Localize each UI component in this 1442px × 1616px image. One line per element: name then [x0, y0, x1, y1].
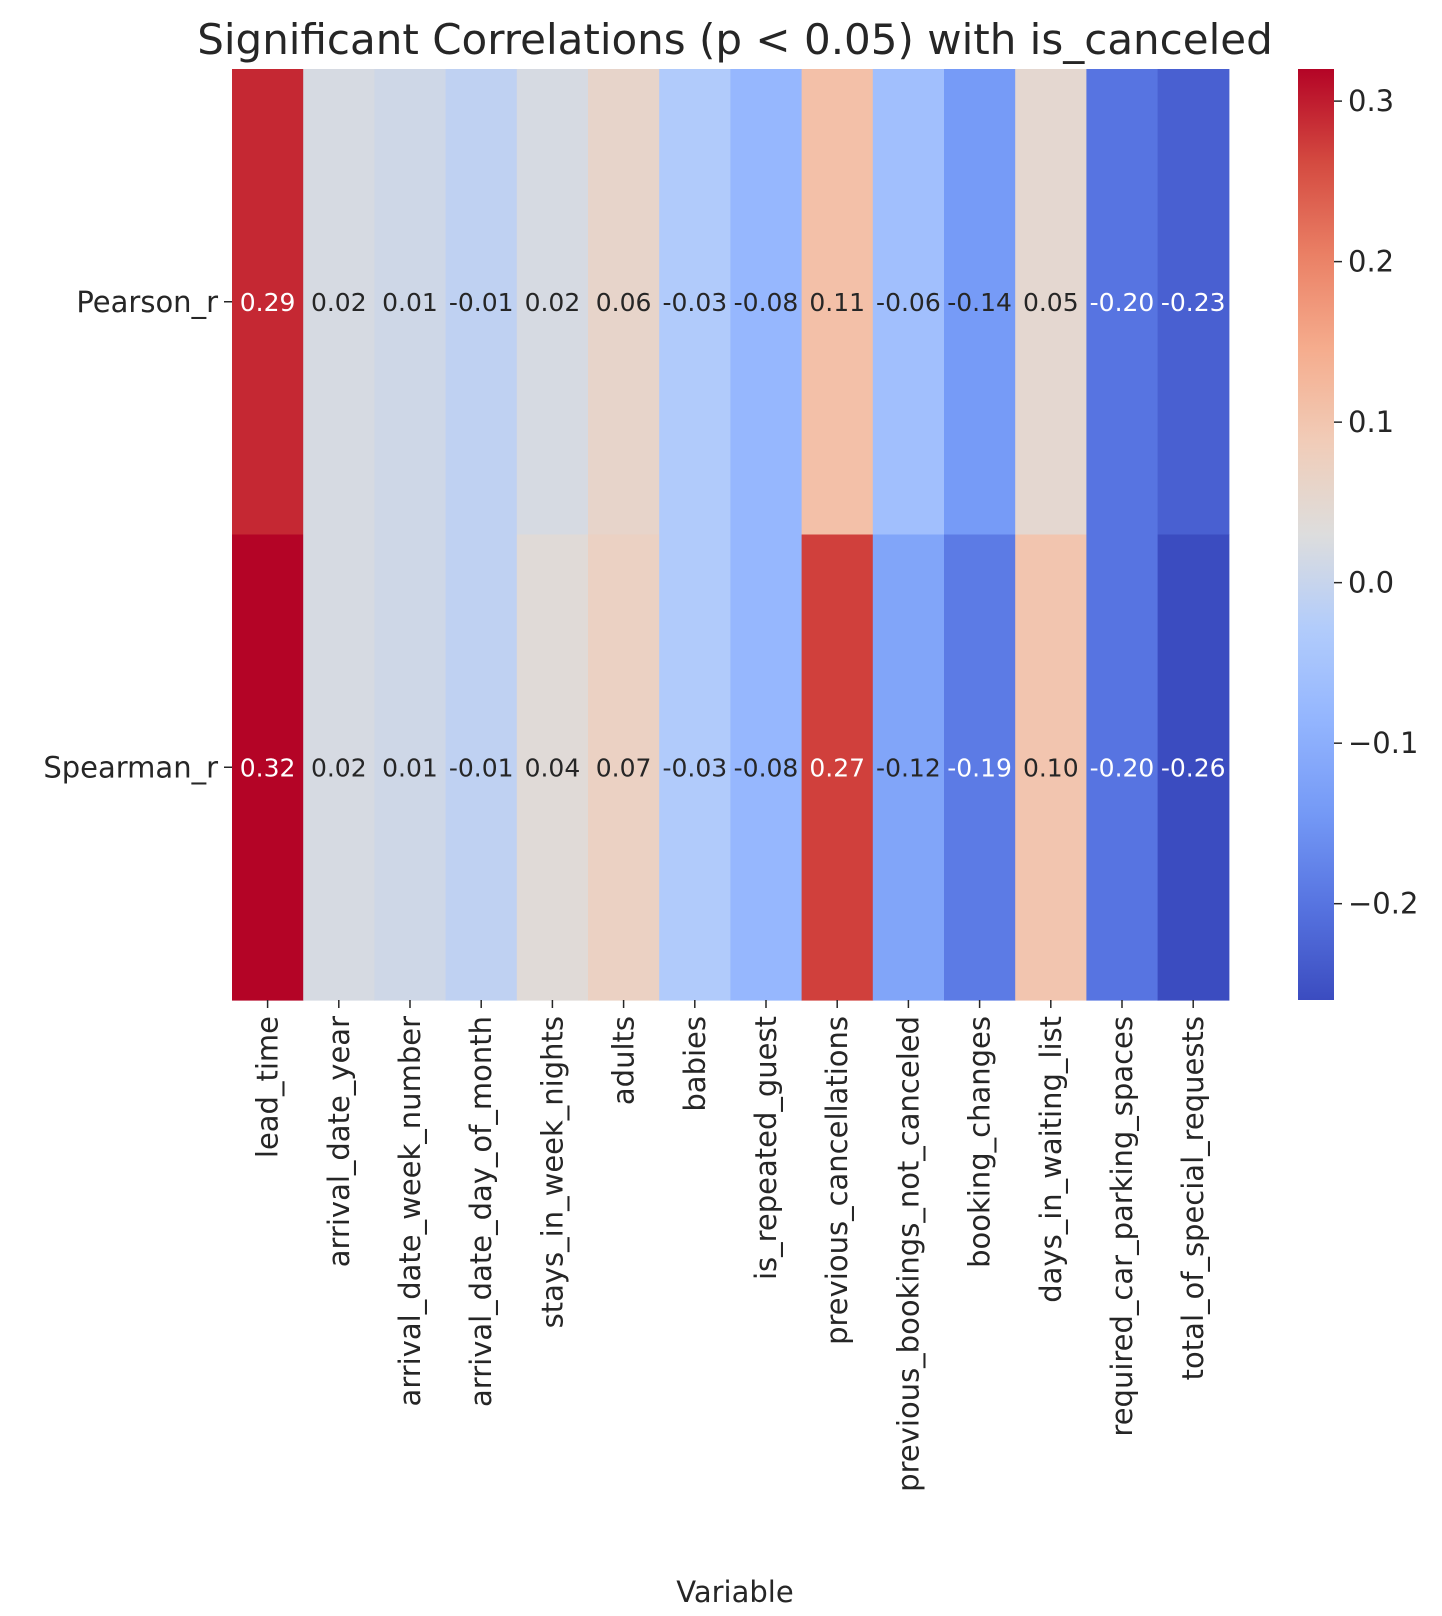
y-tick-label: Spearman_r [43, 750, 218, 784]
x-tick-label: stays_in_week_nights [535, 1016, 569, 1328]
cell-value-label: -0.03 [662, 288, 727, 317]
x-tick-label: is_repeated_guest [749, 1016, 783, 1280]
x-tick-label: arrival_date_day_of_month [464, 1016, 498, 1407]
cell-value-label: 0.02 [525, 288, 581, 317]
heatmap-cell [872, 534, 945, 1001]
heatmap-cell [232, 534, 304, 1001]
cell-value-label: 0.01 [382, 288, 438, 317]
heatmap-cell [303, 534, 375, 1001]
cell-value-label: -0.03 [662, 753, 727, 782]
colorbar-tick-label: 0.1 [1348, 405, 1394, 439]
heatmap-cell [730, 534, 803, 1001]
cell-value-label: 0.27 [809, 753, 865, 782]
cell-value-label: -0.06 [876, 288, 941, 317]
cell-value-label: -0.23 [1161, 288, 1226, 317]
chart-title: Significant Correlations (p < 0.05) with… [197, 15, 1273, 64]
colorbar-ticks: 0.3 0.2 0.1 0.0 −0.1 −0.2 [1334, 84, 1418, 921]
cell-value-label: -0.12 [876, 753, 941, 782]
cell-value-label: -0.26 [1161, 753, 1226, 782]
cell-value-label: 0.29 [240, 288, 296, 317]
heatmap-cell [516, 534, 589, 1001]
cell-value-label: 0.02 [311, 288, 367, 317]
x-tick-label: booking_changes [963, 1016, 997, 1268]
y-axis-ticks: Pearson_r Spearman_r [43, 285, 232, 784]
heatmap-cell [659, 534, 731, 1001]
x-tick-label: required_car_parking_spaces [1105, 1016, 1139, 1437]
cell-value-label: 0.05 [1023, 288, 1079, 317]
x-tick-label: arrival_date_week_number [393, 1016, 427, 1407]
heatmap-cell [1157, 69, 1230, 536]
colorbar-tick-label: 0.3 [1348, 84, 1394, 118]
heatmap-cell [659, 69, 731, 536]
heatmap-cell [801, 534, 874, 1001]
heatmap-cell [1015, 69, 1087, 536]
x-tick-label: total_of_special_requests [1176, 1016, 1210, 1380]
cell-value-label: 0.02 [311, 753, 367, 782]
heatmap-cell [1086, 69, 1159, 536]
cell-value-label: 0.32 [240, 753, 296, 782]
cell-value-label: -0.20 [1090, 753, 1155, 782]
cell-value-label: 0.01 [382, 753, 438, 782]
x-tick-label: adults [607, 1016, 641, 1105]
heatmap-cell [1157, 534, 1230, 1001]
heatmap-cell [588, 69, 660, 536]
x-tick-label: previous_cancellations [820, 1016, 854, 1345]
cell-value-label: 0.07 [596, 753, 652, 782]
cell-value-label: -0.08 [734, 288, 799, 317]
heatmap-cell [445, 534, 518, 1001]
cell-value-label: 0.06 [596, 288, 652, 317]
x-axis-ticks: lead_time arrival_date_year arrival_date_w… [251, 1000, 1210, 1492]
heatmap-cells [232, 69, 1230, 1001]
heatmap-cell [872, 69, 945, 536]
cell-value-label: -0.08 [734, 753, 799, 782]
colorbar: 0.3 0.2 0.1 0.0 −0.1 −0.2 [1298, 69, 1418, 1000]
heatmap-cell [374, 534, 447, 1001]
heatmap-cell [1086, 534, 1159, 1001]
cell-value-label: 0.04 [525, 753, 581, 782]
cell-value-label: 0.10 [1023, 753, 1079, 782]
cell-value-label: -0.01 [449, 288, 514, 317]
colorbar-gradient [1298, 69, 1334, 1000]
heatmap-cell [516, 69, 589, 536]
heatmap-cell [588, 534, 660, 1001]
heatmap-cell [1015, 534, 1087, 1001]
heatmap-cell [374, 69, 447, 536]
x-tick-label: previous_bookings_not_canceled [891, 1016, 925, 1492]
heatmap-cell [730, 69, 803, 536]
cell-value-label: -0.14 [947, 288, 1012, 317]
x-tick-label: babies [678, 1016, 712, 1112]
cell-value-label: 0.11 [809, 288, 865, 317]
x-tick-label: arrival_date_year [322, 1016, 356, 1267]
heatmap-cell [944, 69, 1016, 536]
heatmap-cell [944, 534, 1016, 1001]
heatmap-cell [801, 69, 874, 536]
x-tick-label: lead_time [251, 1016, 285, 1158]
colorbar-tick-label: 0.2 [1348, 245, 1394, 279]
x-axis-label: Variable [676, 1575, 793, 1609]
heatmap-cell [232, 69, 304, 536]
heatmap-cell [445, 69, 518, 536]
colorbar-tick-label: 0.0 [1348, 566, 1394, 600]
cell-value-label: -0.19 [947, 753, 1012, 782]
y-tick-label: Pearson_r [76, 285, 218, 319]
heatmap-cell-labels: 0.29 0.02 0.01 -0.01 0.02 0.06 -0.03 -0.08 0.11-… [240, 288, 1226, 783]
colorbar-tick-label: −0.2 [1348, 887, 1418, 921]
heatmap-cell [303, 69, 375, 536]
cell-value-label: -0.01 [449, 753, 514, 782]
x-tick-label: days_in_waiting_list [1034, 1016, 1068, 1303]
colorbar-tick-label: −0.1 [1348, 726, 1418, 760]
cell-value-label: -0.20 [1090, 288, 1155, 317]
